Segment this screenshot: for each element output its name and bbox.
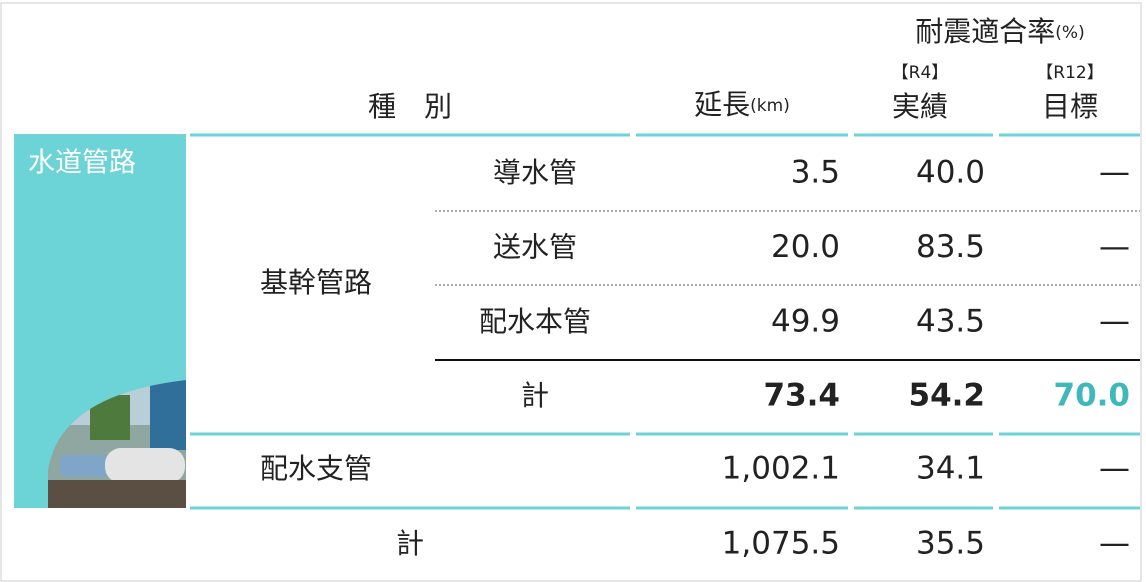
row-name: 配水支管 — [260, 452, 372, 485]
cell-value: — — [1099, 304, 1130, 340]
row-name: 計 — [521, 379, 549, 412]
cell-value: 54.2 — [909, 378, 986, 414]
cell-value: 49.9 — [771, 304, 840, 340]
r12-tag: 【R12】 — [1036, 63, 1103, 83]
cell-value: 1,075.5 — [722, 526, 840, 562]
cell-value: 3.5 — [791, 155, 840, 191]
cell-value: 20.0 — [771, 229, 840, 265]
section-label: 水道管路 — [28, 148, 136, 179]
r4-tag: 【R4】 — [892, 63, 949, 83]
rules — [190, 133, 1140, 510]
cell-value: 35.5 — [916, 526, 985, 562]
length-header: 延長(km) — [694, 88, 790, 121]
cell-value: 1,002.1 — [722, 451, 840, 487]
cell-value: 73.4 — [764, 378, 841, 414]
cell-value: — — [1099, 451, 1130, 487]
cell-value: 34.1 — [916, 451, 985, 487]
group-label: 基幹管路 — [260, 266, 372, 299]
cell-value: — — [1099, 155, 1130, 191]
rate-header: 耐震適合率(%) — [915, 15, 1084, 48]
cell-value: 40.0 — [916, 155, 985, 191]
row-name: 配水本管 — [479, 305, 591, 338]
cell-value: 70.0 — [1054, 378, 1131, 414]
cell-value: 43.5 — [916, 304, 985, 340]
cell-value: — — [1099, 526, 1130, 562]
category-header: 種 別 — [368, 90, 452, 123]
row-name: 送水管 — [493, 231, 577, 264]
cell-value: — — [1099, 229, 1130, 265]
r4-header: 実績 — [892, 90, 948, 123]
cell-value: 83.5 — [916, 229, 985, 265]
row-name: 導水管 — [493, 156, 577, 189]
r12-header: 目標 — [1042, 90, 1098, 123]
row-name: 計 — [396, 527, 424, 560]
